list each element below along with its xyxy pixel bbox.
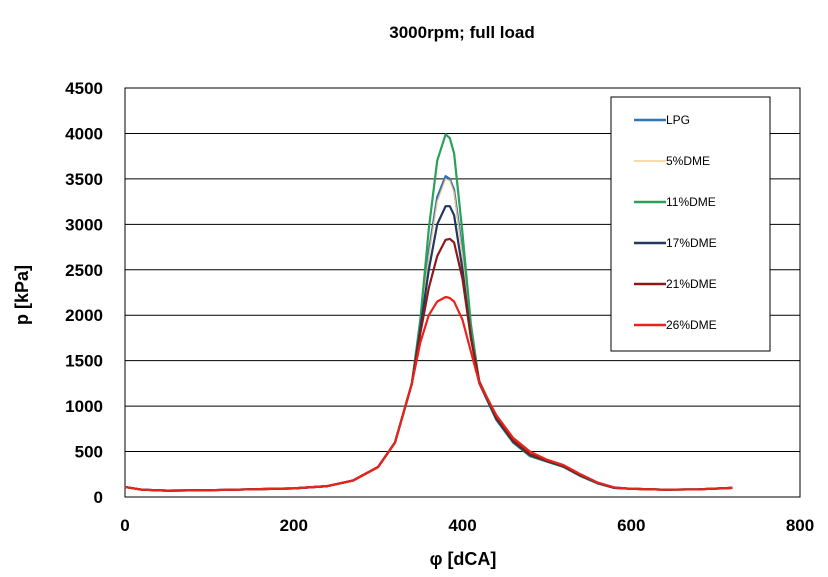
tick-labels: 0 500 1000 1500 2000 2500 3000 3500 4000 4500 0 200… xyxy=(65,79,814,535)
series-line-26%DME xyxy=(124,295,733,492)
y-tick-label: 3000 xyxy=(65,215,103,234)
legend-label-11%DME: 11%DME xyxy=(666,195,716,209)
legend: LPG 5%DME 11%DME 17%DME 21%DME 26%DME xyxy=(610,96,771,352)
legend-label-5%DME: 5%DME xyxy=(666,154,710,168)
x-tick-label: 400 xyxy=(448,516,476,535)
plot-area xyxy=(124,87,801,498)
y-tick-label: 2000 xyxy=(65,306,103,325)
legend-label-17%DME: 17%DME xyxy=(666,236,717,250)
legend-label-LPG: LPG xyxy=(666,113,690,127)
x-tick-label: 800 xyxy=(786,516,814,535)
y-tick-label: 4500 xyxy=(65,79,103,98)
y-tick-label: 2500 xyxy=(65,261,103,280)
x-tick-label: 600 xyxy=(617,516,645,535)
y-tick-label: 1000 xyxy=(65,397,103,416)
y-tick-label: 3500 xyxy=(65,170,103,189)
legend-label-21%DME: 21%DME xyxy=(666,277,717,291)
chart-title: 3000rpm; full load xyxy=(389,23,534,42)
legend-box xyxy=(610,96,771,352)
y-tick-label: 4000 xyxy=(65,124,103,143)
y-tick-label: 500 xyxy=(75,443,103,462)
x-tick-label: 0 xyxy=(120,516,129,535)
legend-items: LPG 5%DME 11%DME 17%DME 21%DME 26%DME xyxy=(634,113,717,332)
y-tick-label: 1500 xyxy=(65,352,103,371)
y-tick-label: 0 xyxy=(94,488,103,507)
series-lines xyxy=(124,133,733,492)
legend-label-26%DME: 26%DME xyxy=(666,318,717,332)
x-tick-label: 200 xyxy=(280,516,308,535)
x-axis-title: φ [dCA] xyxy=(430,549,497,569)
y-axis-title: p [kPa] xyxy=(12,265,32,325)
